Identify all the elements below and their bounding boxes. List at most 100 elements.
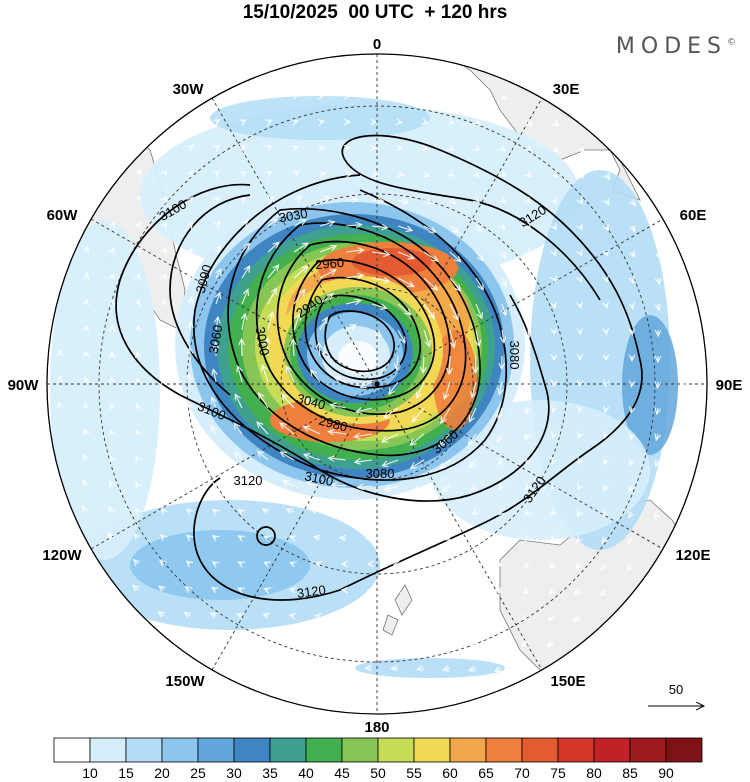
wind-vector xyxy=(554,122,559,126)
wind-vector xyxy=(445,616,450,618)
wind-vector xyxy=(391,668,399,669)
wind-vector xyxy=(290,589,294,590)
wind-vector xyxy=(628,538,632,544)
colorbar-tick-label: 10 xyxy=(82,765,98,781)
wind-vector xyxy=(450,174,454,176)
wind-vector xyxy=(684,303,685,311)
wind-vector xyxy=(264,536,268,538)
wind-vector xyxy=(632,278,633,283)
wind-vector xyxy=(499,486,502,489)
wind-vector xyxy=(632,304,633,309)
wind-vector xyxy=(606,200,609,205)
wind-vector xyxy=(187,561,190,564)
wind-vector xyxy=(606,304,607,308)
wind-vector xyxy=(450,122,454,124)
wind-vector xyxy=(162,457,164,461)
wind-vector xyxy=(502,252,506,258)
wind-vector xyxy=(287,366,295,383)
wind-vector xyxy=(304,426,321,435)
lon-label-30e: 30E xyxy=(553,81,580,98)
wind-vector xyxy=(602,538,606,543)
wind-vector xyxy=(420,590,424,591)
wind-vector xyxy=(450,329,454,348)
wind-vector xyxy=(449,225,459,232)
contour-label: 3100 xyxy=(303,468,334,489)
wind-vector xyxy=(473,538,476,540)
wind-vector xyxy=(603,512,606,517)
wind-vector xyxy=(280,452,295,461)
wind-vector xyxy=(268,197,274,200)
wind-vector xyxy=(259,393,269,409)
wind-vector xyxy=(163,378,164,382)
wind-vector xyxy=(469,433,477,445)
wind-vector xyxy=(258,451,269,461)
wind-vector xyxy=(293,314,300,331)
wind-vector xyxy=(112,222,114,226)
wind-vector xyxy=(239,510,242,512)
wind-vector xyxy=(476,96,481,98)
wind-band-east-core xyxy=(622,315,678,455)
wind-vector xyxy=(242,120,246,122)
wind-vector xyxy=(239,536,242,538)
lon-label-150w: 150W xyxy=(165,673,205,690)
wind-vector xyxy=(187,535,190,538)
wind-vector xyxy=(239,562,243,564)
wind-vector xyxy=(578,486,580,489)
colorbar-tick-label: 15 xyxy=(118,765,134,781)
wind-vector xyxy=(264,589,268,590)
wind-vector xyxy=(242,94,247,96)
contour-label: 3000 xyxy=(253,326,273,357)
wind-vector xyxy=(476,329,479,346)
colorbar: 10 15 20 25 30 35 40 45 50 55 60 65 70 75 80 85 90 xyxy=(53,737,703,781)
wind-vector xyxy=(86,299,87,304)
wind-vector xyxy=(450,148,454,150)
wind-vector xyxy=(112,274,113,278)
wind-vector xyxy=(394,564,398,565)
wind-vector xyxy=(682,433,684,441)
wind-vector xyxy=(358,486,373,488)
wind-vector xyxy=(138,378,139,382)
title-time: 00 UTC xyxy=(348,2,414,23)
wind-vector xyxy=(604,460,606,464)
wind-vector xyxy=(216,120,220,122)
wind-vector xyxy=(138,274,139,278)
wind-vector xyxy=(475,355,476,373)
wind-vector xyxy=(683,381,684,389)
wind-vector xyxy=(213,509,216,512)
reference-vector-label: 50 xyxy=(669,682,683,697)
wind-vector xyxy=(424,174,430,176)
wind-vector xyxy=(212,588,216,590)
wind-vector xyxy=(604,486,606,490)
wind-vector xyxy=(311,370,321,383)
colorbar-swatch xyxy=(53,737,91,763)
wind-vector xyxy=(605,408,606,412)
wind-vector xyxy=(293,220,306,227)
wind-vector xyxy=(554,252,556,256)
wind-vector xyxy=(554,226,556,229)
contour-2940 xyxy=(324,310,395,373)
wind-vector xyxy=(525,512,528,515)
wind-vector xyxy=(548,616,554,620)
title-date: 15/10/2025 xyxy=(242,2,338,23)
wind-vector xyxy=(332,485,347,486)
wind-vector xyxy=(293,197,302,201)
colorbar-swatch xyxy=(557,737,595,763)
wind-vector xyxy=(235,452,243,461)
wind-vector xyxy=(294,121,298,122)
wind-vector xyxy=(190,171,193,174)
wind-vector xyxy=(471,486,476,490)
wind-vector xyxy=(162,483,164,486)
wind-vector xyxy=(320,147,324,148)
contour-label: 2980 xyxy=(317,413,349,435)
wind-vector xyxy=(502,200,505,203)
wind-vector xyxy=(630,460,632,465)
contour-label: 2960 xyxy=(315,255,345,272)
wind-vector xyxy=(162,430,164,434)
wind-vector xyxy=(371,200,384,201)
wind-vector xyxy=(497,616,502,619)
wind-vector xyxy=(138,197,140,201)
contour-3120-ring xyxy=(344,159,601,301)
wind-vector xyxy=(580,304,581,308)
wind-vector xyxy=(135,508,138,512)
wind-vector xyxy=(441,407,451,423)
